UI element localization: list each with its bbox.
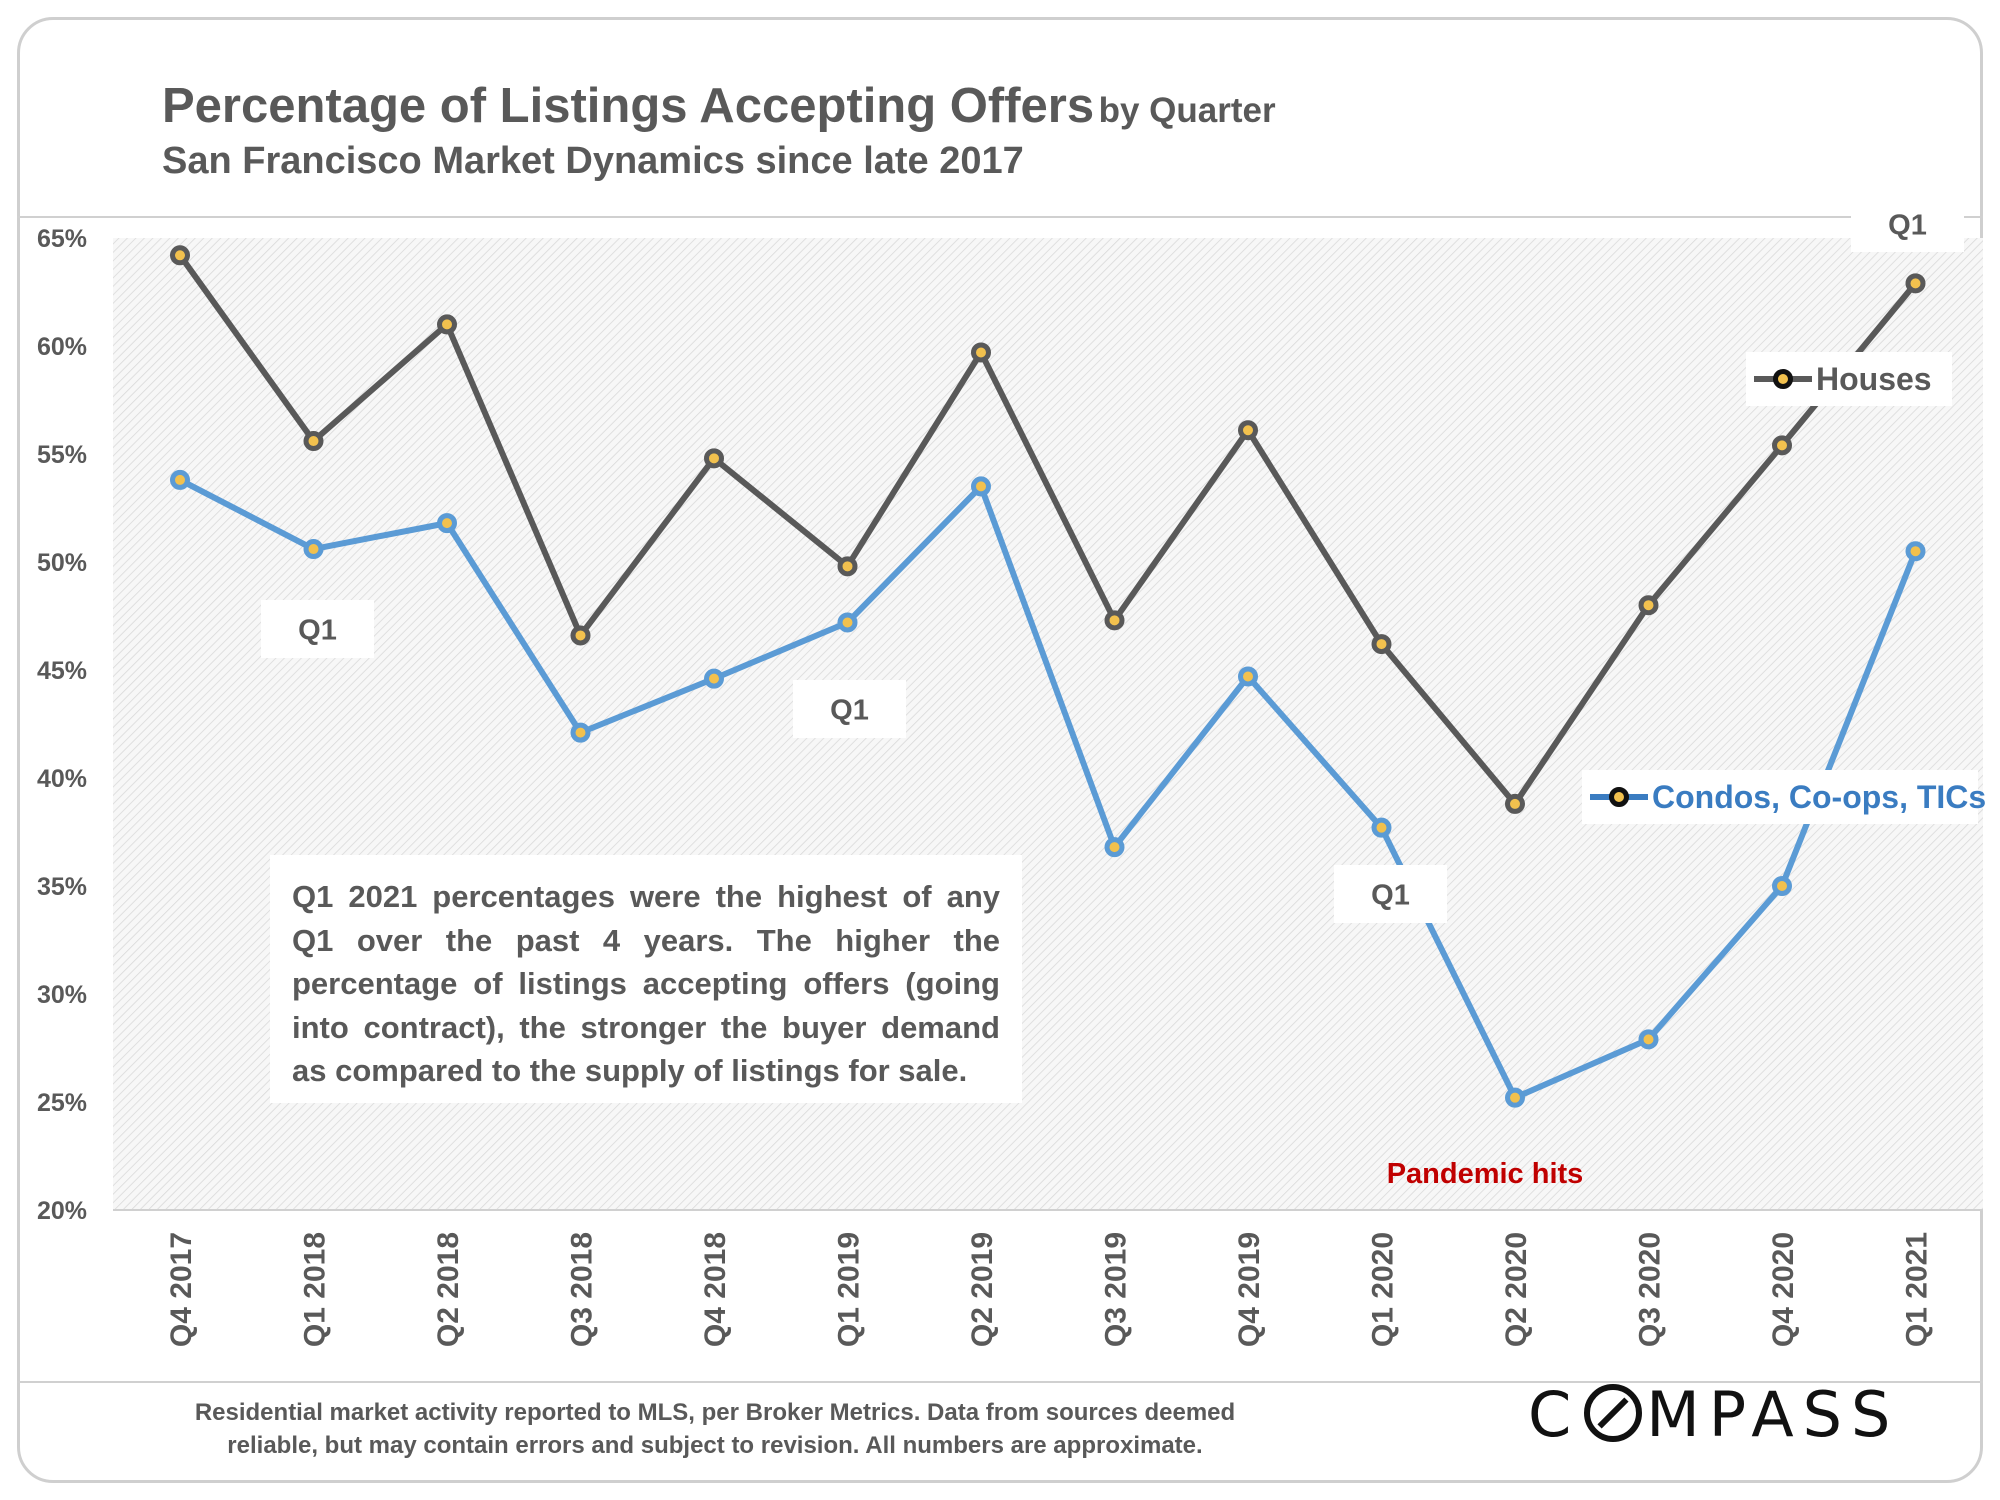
data-point-condos (437, 513, 457, 534)
x-tick-label: Q2 2019 (966, 1232, 999, 1347)
x-tick-label: Q1 2018 (299, 1232, 332, 1347)
q1-label: Q1 (1888, 209, 1927, 241)
legend-houses-label: Houses (1816, 361, 1932, 397)
q1-label: Q1 (298, 614, 337, 646)
x-tick-label: Q4 2019 (1233, 1232, 1266, 1347)
legend-condos-marker (1609, 787, 1629, 807)
x-tick-label: Q1 2020 (1367, 1232, 1400, 1347)
footnote: Residential market activity reported to … (194, 1399, 1236, 1459)
data-point-houses (1772, 435, 1792, 456)
data-point-houses (570, 625, 591, 646)
logo-o-icon (1584, 1384, 1643, 1442)
data-point-houses (1905, 273, 1926, 294)
x-tick-label: Q4 2018 (699, 1232, 732, 1347)
data-point-condos (1371, 817, 1392, 838)
x-tick-label: Q3 2018 (566, 1232, 599, 1347)
x-tick-label: Q4 2020 (1767, 1232, 1800, 1347)
logo-text: MPASS (1646, 1378, 1900, 1451)
y-tick-label: 20% (37, 1197, 87, 1225)
data-point-condos (570, 722, 591, 743)
series-line-houses (177, 253, 1918, 807)
x-tick-label: Q4 2017 (165, 1232, 198, 1347)
chart-title: Percentage of Listings Accepting Offers … (162, 78, 1276, 134)
data-point-houses (1638, 595, 1659, 616)
data-point-condos (1104, 837, 1125, 858)
data-point-condos (1905, 541, 1926, 562)
q1-label: Q1 (830, 694, 869, 726)
logo-letter-c: C (1528, 1378, 1581, 1451)
y-tick-label: 60% (37, 333, 87, 361)
x-tick-label: Q2 2018 (432, 1232, 465, 1347)
annotation-box: Q1 2021 percentages were the highest of … (270, 855, 1022, 1103)
data-point-houses (971, 342, 991, 363)
x-tick-label: Q1 2019 (833, 1232, 866, 1347)
legend-houses-marker (1773, 369, 1793, 389)
legend-condos-label: Condos, Co-ops, TICs (1652, 779, 1986, 815)
data-point-condos (704, 668, 724, 689)
data-point-houses (1505, 793, 1525, 814)
x-tick-label: Q2 2020 (1500, 1232, 1533, 1347)
data-point-houses (1371, 634, 1392, 655)
x-tick-label: Q3 2019 (1100, 1232, 1133, 1347)
data-point-condos (971, 476, 991, 497)
q1-label-box (261, 600, 374, 658)
x-tick-label: Q1 2021 (1901, 1232, 1934, 1347)
data-point-houses (704, 448, 724, 469)
q1-label-box (1334, 865, 1447, 923)
y-tick-label: 25% (37, 1089, 87, 1117)
compass-logo: C MPASS (1528, 1378, 1899, 1451)
chart-subtitle: San Francisco Market Dynamics since late… (162, 140, 1024, 182)
data-point-condos (1772, 876, 1792, 896)
data-point-houses (437, 314, 457, 335)
data-point-houses (1104, 610, 1125, 631)
y-tick-label: 45% (37, 657, 87, 685)
data-point-condos (837, 612, 858, 633)
data-point-condos (303, 539, 324, 560)
pandemic-label: Pandemic hits (1387, 1158, 1584, 1190)
data-point-condos (1238, 666, 1258, 687)
q1-label: Q1 (1371, 879, 1410, 911)
y-tick-label: 35% (37, 873, 87, 901)
data-point-houses (170, 245, 190, 266)
y-tick-label: 50% (37, 549, 87, 577)
y-tick-label: 40% (37, 765, 87, 793)
chart-title-main: Percentage of Listings Accepting Offers (162, 79, 1095, 133)
footer-divider (17, 1381, 1983, 1383)
q1-label-box (793, 680, 906, 738)
data-point-condos (170, 469, 190, 490)
x-tick-label: Q3 2020 (1634, 1232, 1667, 1347)
y-tick-label: 55% (37, 441, 87, 469)
q1-label-box (1851, 196, 1964, 252)
y-tick-label: 30% (37, 981, 87, 1009)
data-point-condos (1638, 1029, 1659, 1050)
chart-title-suffix: by Quarter (1098, 91, 1276, 130)
data-point-houses (1238, 420, 1258, 441)
data-point-houses (303, 431, 324, 452)
header-divider (17, 216, 1983, 218)
data-point-houses (837, 556, 858, 577)
y-tick-label: 65% (37, 225, 87, 253)
series-line-condos (178, 477, 1919, 1101)
data-point-condos (1505, 1087, 1525, 1108)
